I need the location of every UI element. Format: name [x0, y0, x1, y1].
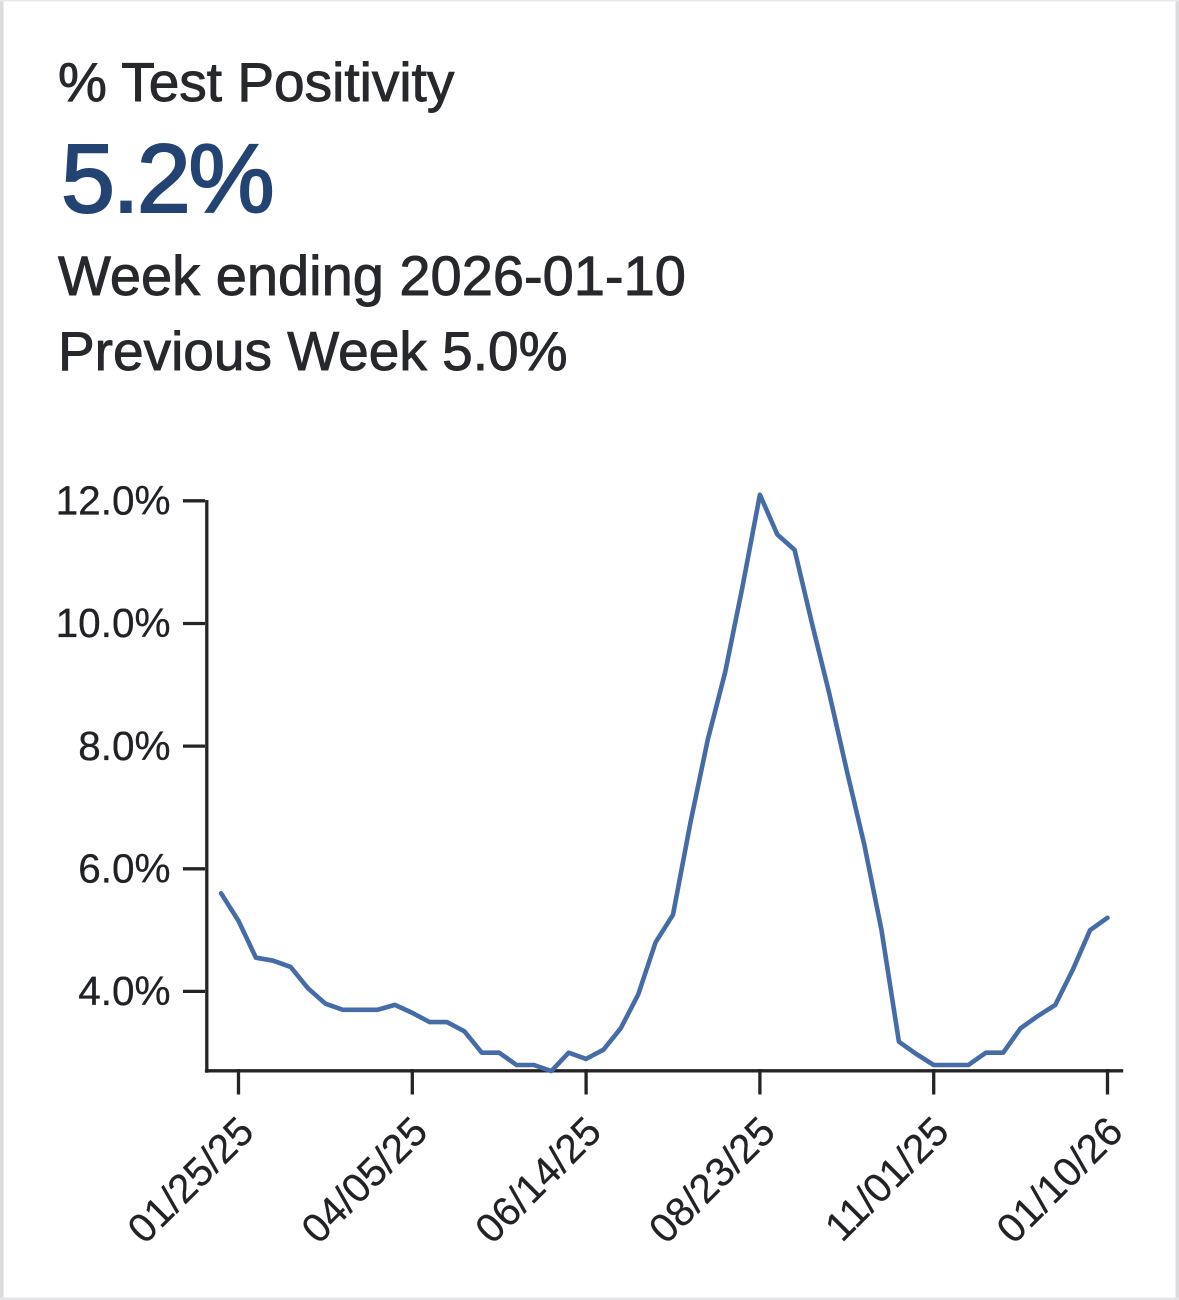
svg-text:8.0%: 8.0% — [78, 723, 170, 769]
svg-text:5.2%: 5.2% — [61, 124, 272, 233]
svg-text:4.0%: 4.0% — [78, 968, 170, 1014]
svg-text:% Test Positivity: % Test Positivity — [58, 51, 455, 113]
svg-text:6.0%: 6.0% — [78, 846, 170, 892]
svg-text:10.0%: 10.0% — [56, 600, 171, 646]
svg-text:12.0%: 12.0% — [56, 478, 171, 524]
svg-text:Previous Week 5.0%: Previous Week 5.0% — [58, 320, 568, 382]
svg-text:Week ending 2026-01-10: Week ending 2026-01-10 — [58, 244, 686, 307]
